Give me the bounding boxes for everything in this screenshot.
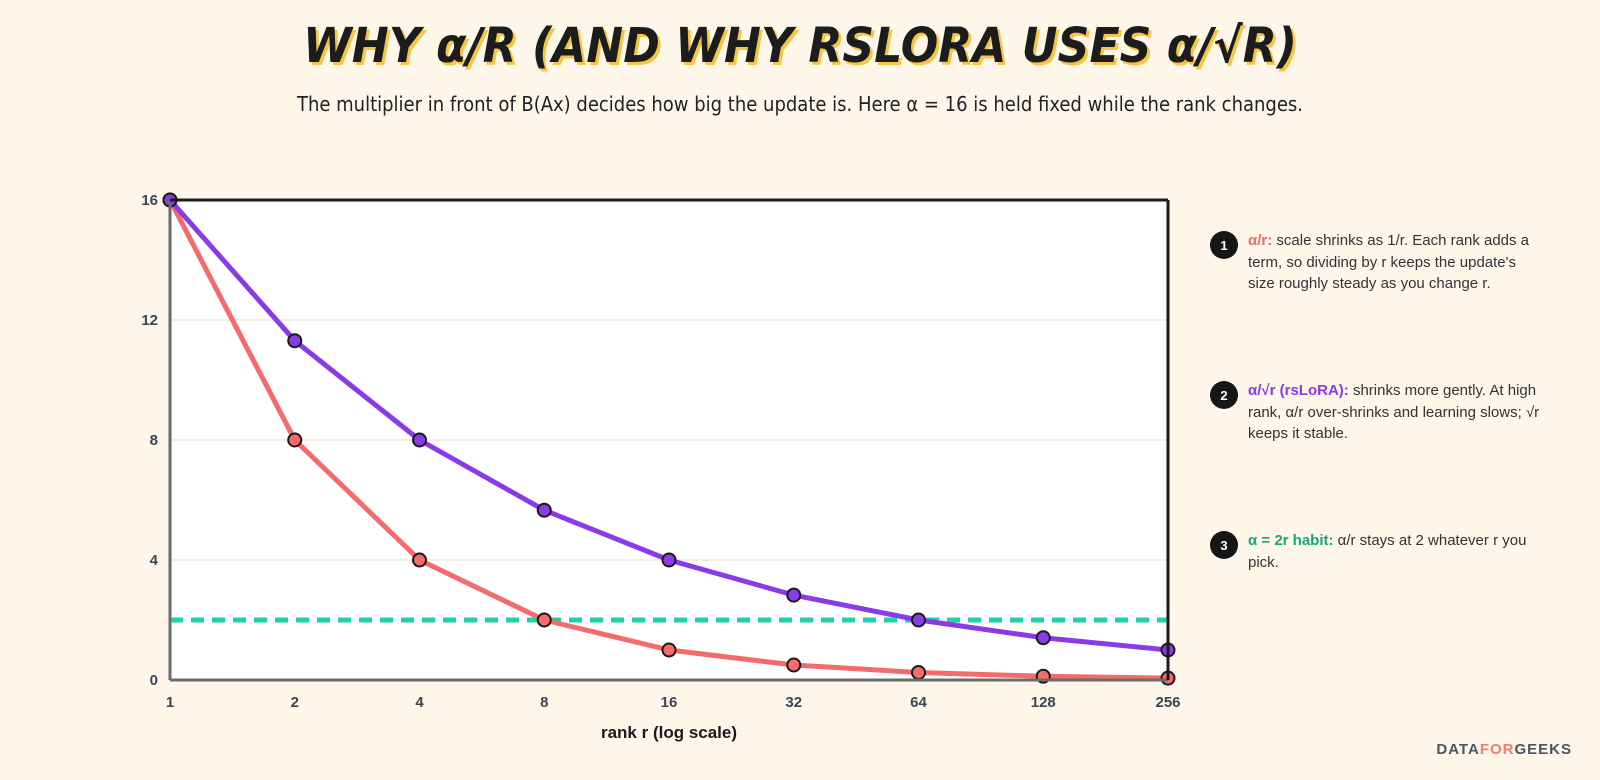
plot-frame <box>168 198 1170 682</box>
data-point-alpha-over-r <box>911 665 926 680</box>
x-tick-label: 32 <box>785 694 802 711</box>
data-point-alpha-over-sqrt-r <box>1035 630 1051 646</box>
annotation-2: 2 α/√r (rsLoRA): shrinks more gently. At… <box>1210 380 1540 445</box>
data-point-alpha-over-r <box>786 657 802 673</box>
annotation-key: α = 2r habit: <box>1248 532 1334 549</box>
data-point-alpha-over-sqrt-r <box>412 432 427 448</box>
annotation-number-badge: 1 <box>1210 231 1238 259</box>
x-tick-label: 128 <box>1031 694 1056 711</box>
x-tick-label: 8 <box>540 694 548 711</box>
annotation-key: α/√r (rsLoRA): <box>1248 382 1349 399</box>
brand-part3: GEEKS <box>1514 741 1572 758</box>
chart-subtitle: The multiplier in front of B(Ax) decides… <box>296 92 1304 116</box>
brand-part2: FOR <box>1479 741 1515 758</box>
brand-logo: DATAFORGEEKS <box>1436 741 1572 758</box>
series-layer <box>162 192 1176 686</box>
x-tick-label: 2 <box>291 694 299 711</box>
data-point-alpha-over-r <box>536 612 552 628</box>
annotation-3: 3 α = 2r habit: α/r stays at 2 whatever … <box>1210 530 1540 573</box>
data-point-alpha-over-sqrt-r <box>287 333 303 349</box>
annotation-body: scale shrinks as 1/r. Each rank adds a t… <box>1248 232 1530 292</box>
data-point-alpha-over-sqrt-r <box>786 587 802 603</box>
y-tick-label: 0 <box>150 672 158 689</box>
x-tick-label: 256 <box>1155 694 1180 711</box>
x-tick-label: 1 <box>166 694 174 711</box>
data-point-alpha-over-r <box>412 552 427 568</box>
annotation-1: 1 α/r: scale shrinks as 1/r. Each rank a… <box>1210 230 1540 295</box>
y-tick-label: 16 <box>141 192 158 209</box>
x-tick-label: 4 <box>415 694 424 711</box>
y-tick-label: 4 <box>150 552 159 569</box>
annotation-number-badge: 2 <box>1210 381 1238 409</box>
annotation-key: α/r: <box>1248 232 1273 249</box>
annotation-body: α/r stays at 2 whatever r you pick. <box>1248 532 1527 571</box>
x-tick-label: 64 <box>910 694 927 711</box>
y-tick-label: 12 <box>141 312 158 329</box>
annotation-body: shrinks more gently. At high rank, α/r o… <box>1248 382 1540 442</box>
x-tick-label: 16 <box>661 694 678 711</box>
data-point-alpha-over-sqrt-r <box>536 502 552 518</box>
data-point-alpha-over-sqrt-r <box>661 552 677 568</box>
annotation-number-badge: 3 <box>1210 531 1238 559</box>
brand-part1: DATA <box>1436 741 1480 758</box>
chart-title: WHY α/R (AND WHY RSLORA USES α/√R) <box>303 18 1297 74</box>
data-point-alpha-over-r <box>661 642 677 658</box>
y-tick-label: 8 <box>150 432 158 449</box>
data-point-alpha-over-sqrt-r <box>911 612 926 628</box>
x-axis-label: rank r (log scale) <box>601 723 737 742</box>
data-point-alpha-over-r <box>287 432 303 448</box>
